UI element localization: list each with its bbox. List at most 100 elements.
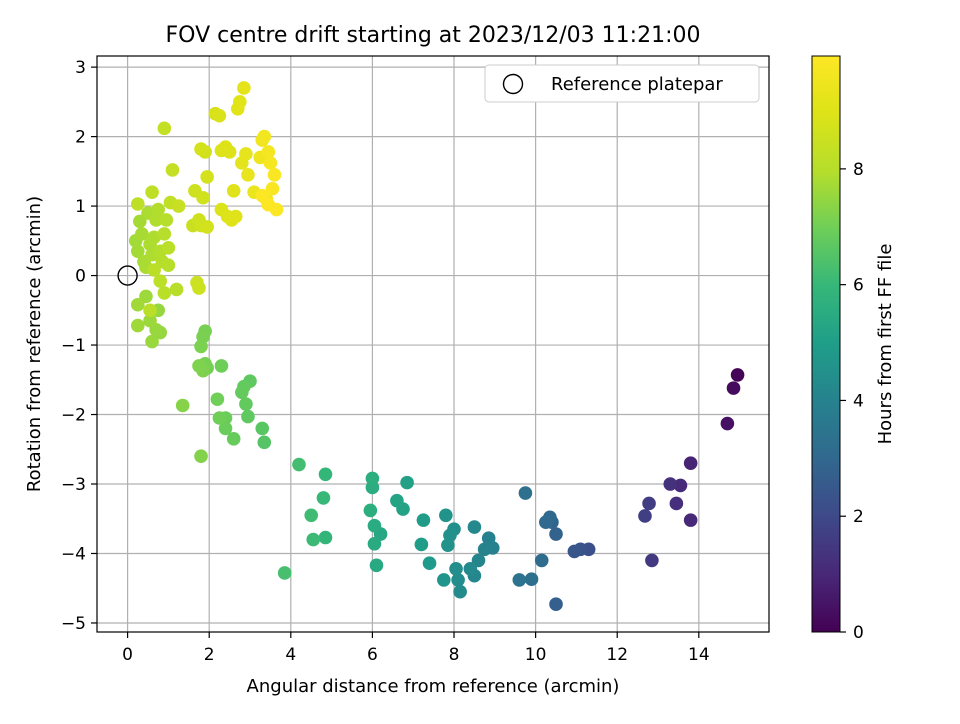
data-point [226,183,241,198]
data-point [143,303,157,318]
data-point [131,318,145,333]
data-point [145,334,159,349]
data-point [196,190,210,205]
data-point [143,313,157,328]
x-axis-label: Angular distance from reference (arcmin) [247,676,620,697]
data-point [539,515,553,530]
data-point [194,339,208,354]
data-point [449,561,463,576]
data-point [161,240,176,255]
y-tick-label: −1 [61,336,86,356]
reference-platepar-marker [117,265,138,286]
data-point [318,530,333,545]
colorbar-tick-label: 8 [853,160,864,180]
data-point [212,411,227,425]
data-point [175,398,190,413]
data-point [192,359,206,373]
data-point [147,230,161,245]
data-point [257,129,272,144]
data-point [157,286,172,300]
data-point [263,156,278,170]
data-point [451,573,465,587]
data-point [549,527,563,541]
colorbar-tick-label: 4 [853,391,864,411]
data-point [683,513,698,527]
data-point [214,359,229,373]
y-axis-ticks: −5 −4 −3 −2 −1 0 1 2 3 [61,58,97,634]
y-tick-label: 0 [75,267,86,287]
data-point [165,163,180,177]
data-point [645,553,659,568]
y-tick-label: 2 [75,128,86,148]
data-point [414,537,429,552]
data-point [367,536,382,551]
data-point [318,467,333,482]
data-point [463,561,478,576]
data-point [257,435,272,450]
data-point [147,263,161,277]
data-point [534,553,549,568]
data-point [237,81,251,95]
x-axis-ticks: 0 2 4 6 8 10 12 14 [122,632,710,665]
data-point [222,145,237,159]
colorbar-tick-label: 6 [853,276,864,296]
data-point [363,503,378,518]
data-point [638,509,652,523]
data-point [139,289,153,304]
data-point [267,168,282,182]
data-point [218,421,233,436]
x-tick-label: 0 [122,645,133,665]
data-point [304,508,319,523]
data-point [720,416,735,431]
data-point [549,597,563,612]
data-point [471,553,486,568]
data-point [131,197,145,211]
data-point [265,181,280,196]
data-point [212,108,227,123]
data-point [683,456,698,470]
data-point [131,297,145,312]
data-point [518,486,533,500]
data-point [369,558,384,573]
y-tick-label: 1 [75,197,86,217]
colorbar: 0 2 4 6 8 Hours from first FF file [811,55,896,643]
data-point [306,532,321,547]
data-point [673,478,688,493]
grid [97,56,769,632]
data-point [255,421,270,436]
data-point [730,368,745,382]
data-point [292,457,306,472]
data-point [157,121,172,136]
data-point [524,572,539,586]
data-point [241,409,255,424]
x-tick-label: 10 [525,645,547,665]
data-point [194,142,208,156]
x-tick-label: 2 [204,645,215,665]
data-point [135,227,149,241]
data-point [169,282,184,297]
data-point [365,471,380,486]
data-point [194,449,208,464]
data-point [145,185,159,199]
colorbar-label: Hours from first FF file [875,244,896,445]
data-point [228,209,243,224]
data-point [437,573,451,587]
data-point [159,213,174,227]
data-point [261,197,276,212]
data-point [400,475,414,490]
data-point [210,392,225,407]
data-point [239,147,253,161]
data-point [439,508,453,523]
x-tick-label: 6 [367,645,378,665]
data-point [316,491,331,505]
data-point [157,227,172,241]
data-points [128,81,745,612]
y-tick-label: −5 [61,614,86,634]
data-point [453,584,467,599]
chart-title: FOV centre drift starting at 2023/12/03 … [166,23,701,48]
data-point [131,244,145,259]
data-point [161,258,176,272]
data-point [241,168,255,182]
legend: Reference platepar [484,64,760,103]
